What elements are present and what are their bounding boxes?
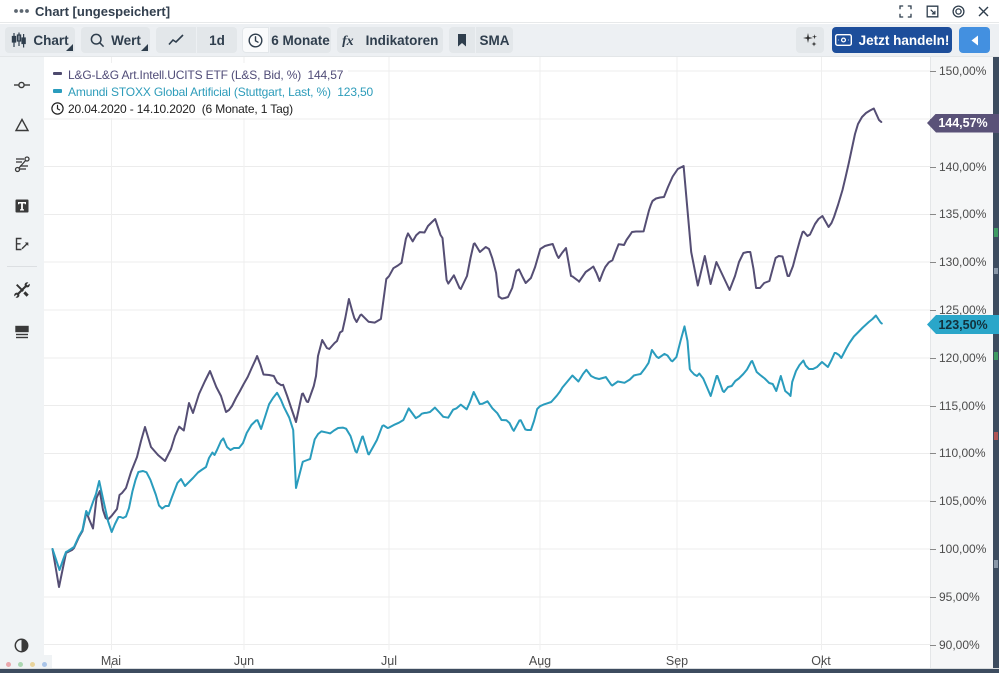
svg-text:fx: fx — [342, 34, 354, 47]
